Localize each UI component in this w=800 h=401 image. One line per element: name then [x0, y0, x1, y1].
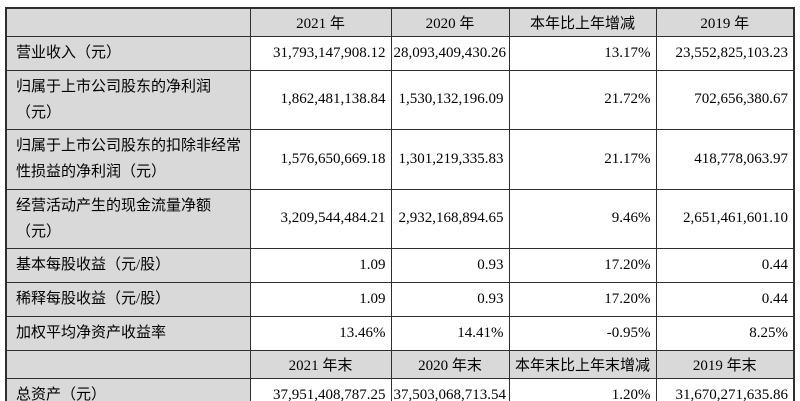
value-cell: 0.44 [655, 248, 795, 283]
corner-cell [5, 350, 251, 379]
table-row: 总资产（元） 37,951,408,787.25 37,503,068,713.… [5, 378, 795, 401]
value-cell: 0.93 [390, 248, 510, 283]
row-label-cell: 营业收入（元） [5, 35, 251, 71]
table-row: 经营活动产生的现金流量净额（元） 3,209,544,484.21 2,932,… [5, 188, 795, 249]
row-label-cell: 稀释每股收益（元/股） [5, 282, 251, 317]
value-cell: 17.20% [508, 248, 657, 283]
value-cell: 1.09 [249, 282, 392, 317]
row-label-cell: 经营活动产生的现金流量净额（元） [5, 188, 251, 249]
value-cell: 13.17% [508, 35, 657, 71]
value-cell: 0.93 [390, 282, 510, 317]
value-cell: 14.41% [390, 316, 510, 351]
row-label-cell: 总资产（元） [5, 378, 251, 401]
value-cell: 1,530,132,196.09 [390, 69, 510, 130]
value-cell: 8.25% [655, 316, 795, 351]
value-cell: 1.09 [249, 248, 392, 283]
row-label-cell: 加权平均净资产收益率 [5, 316, 251, 351]
value-cell: 9.46% [508, 188, 657, 249]
value-cell: 17.20% [508, 282, 657, 317]
row-label-cell: 基本每股收益（元/股） [5, 248, 251, 283]
column-header-cell: 本年末比上年末增减 [508, 350, 657, 379]
table-row: 稀释每股收益（元/股） 1.09 0.93 17.20% 0.44 [5, 282, 795, 317]
financial-summary-table: 2021 年 2020 年 本年比上年增减 2019 年 营业收入（元） 31,… [5, 7, 795, 401]
value-cell: 0.44 [655, 282, 795, 317]
value-cell: 1.20% [508, 378, 657, 401]
value-cell: 28,093,409,430.26 [390, 35, 510, 71]
column-header-cell: 2020 年末 [390, 350, 510, 379]
value-cell: 2,932,168,894.65 [390, 188, 510, 249]
column-header-cell: 2019 年末 [655, 350, 795, 379]
column-header-cell: 2019 年 [655, 7, 795, 37]
table-header-row: 2021 年末 2020 年末 本年末比上年末增减 2019 年末 [5, 350, 795, 379]
value-cell: 3,209,544,484.21 [249, 188, 392, 249]
value-cell: 37,503,068,713.54 [390, 378, 510, 401]
row-label-cell: 归属于上市公司股东的扣除非经常性损益的净利润（元） [5, 129, 251, 190]
value-cell: -0.95% [508, 316, 657, 351]
value-cell: 23,552,825,103.23 [655, 35, 795, 71]
table-header-row: 2021 年 2020 年 本年比上年增减 2019 年 [5, 7, 795, 37]
value-cell: 1,576,650,669.18 [249, 129, 392, 190]
table-row: 营业收入（元） 31,793,147,908.12 28,093,409,430… [5, 35, 795, 71]
row-label-cell: 归属于上市公司股东的净利润（元） [5, 69, 251, 130]
value-cell: 13.46% [249, 316, 392, 351]
value-cell: 1,301,219,335.83 [390, 129, 510, 190]
column-header-cell: 2020 年 [390, 7, 510, 37]
value-cell: 702,656,380.67 [655, 69, 795, 130]
table-row: 加权平均净资产收益率 13.46% 14.41% -0.95% 8.25% [5, 316, 795, 351]
value-cell: 2,651,461,601.10 [655, 188, 795, 249]
table-row: 基本每股收益（元/股） 1.09 0.93 17.20% 0.44 [5, 248, 795, 283]
value-cell: 31,793,147,908.12 [249, 35, 392, 71]
corner-cell [5, 7, 251, 37]
table-row: 归属于上市公司股东的净利润（元） 1,862,481,138.84 1,530,… [5, 69, 795, 130]
value-cell: 21.72% [508, 69, 657, 130]
value-cell: 37,951,408,787.25 [249, 378, 392, 401]
value-cell: 418,778,063.97 [655, 129, 795, 190]
value-cell: 21.17% [508, 129, 657, 190]
column-header-cell: 2021 年末 [249, 350, 392, 379]
value-cell: 1,862,481,138.84 [249, 69, 392, 130]
value-cell: 31,670,271,635.86 [655, 378, 795, 401]
table-row: 归属于上市公司股东的扣除非经常性损益的净利润（元） 1,576,650,669.… [5, 129, 795, 190]
column-header-cell: 2021 年 [249, 7, 392, 37]
column-header-cell: 本年比上年增减 [508, 7, 657, 37]
